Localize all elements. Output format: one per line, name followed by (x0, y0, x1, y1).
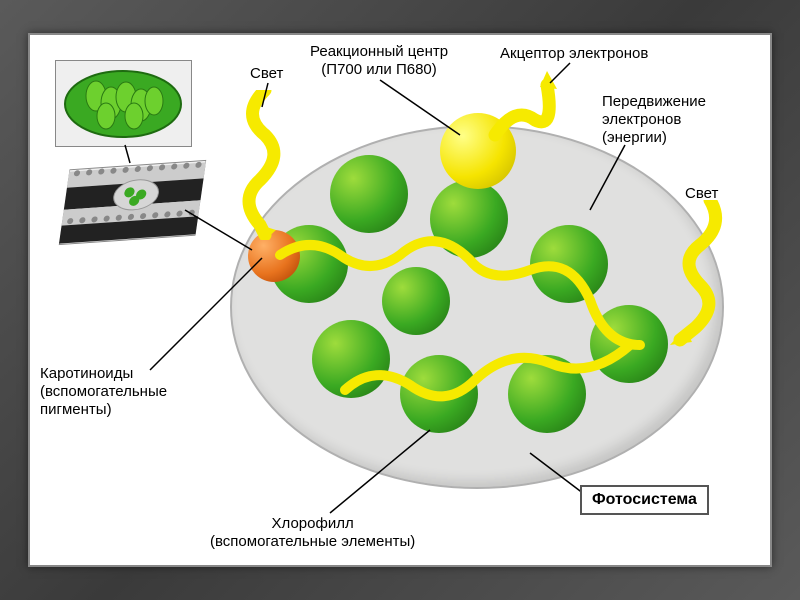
label-svet-1: Свет (250, 65, 283, 83)
label-carotenoids: Каротиноиды (вспомогательные пигменты) (40, 365, 167, 419)
label-carotenoids-text: Каротиноиды (вспомогательные пигменты) (40, 365, 167, 418)
label-chlorophyll: Хлорофилл (вспомогательные элементы) (210, 515, 415, 551)
membrane-inset (57, 150, 207, 254)
label-electron-movement: Передвижение электронов (энергии) (602, 93, 706, 147)
electron-acceptor-arrow (485, 65, 565, 155)
photosystem-callout-text: Фотосистема (592, 491, 697, 508)
diagram-frame: Свет Реакционный центр (П700 или П680) А… (28, 33, 772, 567)
chloroplast-inset (55, 60, 192, 147)
label-acceptor: Акцептор электронов (500, 45, 648, 63)
photosystem-callout: Фотосистема (580, 485, 709, 515)
electron-path (260, 185, 700, 445)
chloroplast-icon (56, 61, 191, 146)
label-reaction-center: Реакционный центр (П700 или П680) (310, 43, 448, 79)
label-chlorophyll-text: Хлорофилл (вспомогательные элементы) (210, 515, 415, 550)
label-electron-movement-text: Передвижение электронов (энергии) (602, 93, 706, 146)
label-reaction-center-text: Реакционный центр (П700 или П680) (310, 43, 448, 78)
